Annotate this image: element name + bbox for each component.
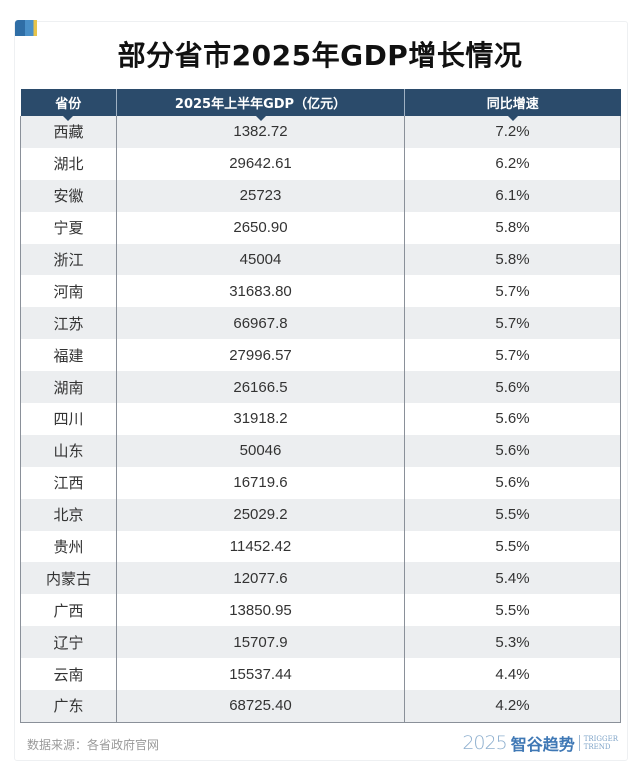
column-header: 省份 [20, 89, 117, 121]
gdp-cell: 12077.6 [116, 562, 405, 595]
table-row: 内蒙古 12077.6 5.4% [20, 562, 621, 595]
gdp-cell: 25723 [116, 179, 405, 212]
table-row: 江苏 66967.8 5.7% [20, 307, 621, 340]
gdp-cell: 15707.9 [116, 626, 405, 659]
province-cell: 内蒙古 [20, 562, 117, 595]
chart-title: 部分省市2025年GDP增长情况 [117, 39, 523, 72]
growth-cell: 5.3% [404, 626, 621, 659]
gdp-cell: 68725.40 [116, 690, 405, 723]
data-source: 数据来源：各省政府官网 [27, 738, 160, 752]
gdp-table: 省份 2025年上半年GDP（亿元） 同比增速 西藏 1382.72 7.2% 湖北 296… [20, 89, 621, 723]
table-row: 云南 15537.44 4.4% [20, 658, 621, 691]
logo-en-line1: TRIGGER [583, 735, 618, 743]
table-row: 贵州 11452.42 5.5% [20, 530, 621, 563]
province-cell: 河南 [20, 275, 117, 308]
growth-cell: 5.5% [404, 498, 621, 531]
gdp-cell: 2650.90 [116, 211, 405, 244]
table-header-row: 省份 2025年上半年GDP（亿元） 同比增速 [20, 89, 621, 121]
province-cell: 山东 [20, 434, 117, 467]
growth-cell: 4.4% [404, 658, 621, 691]
province-cell: 北京 [20, 498, 117, 531]
table-row: 宁夏 2650.90 5.8% [20, 211, 621, 244]
gdp-cell: 27996.57 [116, 339, 405, 372]
table-row: 河南 31683.80 5.7% [20, 275, 621, 308]
gdp-cell: 26166.5 [116, 371, 405, 404]
gdp-cell: 50046 [116, 434, 405, 467]
province-cell: 西藏 [20, 116, 117, 148]
growth-cell: 5.6% [404, 434, 621, 467]
province-cell: 宁夏 [20, 211, 117, 244]
province-cell: 浙江 [20, 243, 117, 276]
table-row: 浙江 45004 5.8% [20, 243, 621, 276]
growth-cell: 5.4% [404, 562, 621, 595]
gdp-cell: 16719.6 [116, 466, 405, 499]
table-row: 广西 13850.95 5.5% [20, 594, 621, 627]
gdp-cell: 31918.2 [116, 403, 405, 435]
province-cell: 辽宁 [20, 626, 117, 659]
gdp-cell: 11452.42 [116, 530, 405, 563]
gdp-cell: 66967.8 [116, 307, 405, 340]
province-cell: 广西 [20, 594, 117, 627]
growth-cell: 5.6% [404, 466, 621, 499]
column-header: 2025年上半年GDP（亿元） [116, 89, 405, 121]
gdp-cell: 29642.61 [116, 147, 405, 180]
province-cell: 四川 [20, 403, 117, 435]
growth-cell: 5.5% [404, 594, 621, 627]
gdp-cell: 25029.2 [116, 498, 405, 531]
gdp-cell: 45004 [116, 243, 405, 276]
province-cell: 江西 [20, 466, 117, 499]
table-row: 辽宁 15707.9 5.3% [20, 626, 621, 659]
growth-cell: 6.1% [404, 179, 621, 212]
gdp-cell: 13850.95 [116, 594, 405, 627]
growth-cell: 5.8% [404, 243, 621, 276]
growth-cell: 5.6% [404, 371, 621, 404]
table-row: 广东 68725.40 4.2% [20, 690, 621, 723]
growth-cell: 7.2% [404, 116, 621, 148]
table-row: 江西 16719.6 5.6% [20, 466, 621, 499]
table-row: 四川 31918.2 5.6% [20, 403, 621, 435]
corner-badge-icon [15, 20, 37, 36]
logo-en-line2: TREND [583, 743, 611, 751]
province-cell: 安徽 [20, 179, 117, 212]
province-cell: 湖北 [20, 147, 117, 180]
growth-cell: 5.7% [404, 307, 621, 340]
gdp-cell: 1382.72 [116, 116, 405, 148]
gdp-cell: 31683.80 [116, 275, 405, 308]
growth-cell: 6.2% [404, 147, 621, 180]
table-row: 北京 25029.2 5.5% [20, 498, 621, 531]
logo-year: 2025 [462, 732, 507, 754]
gdp-cell: 15537.44 [116, 658, 405, 691]
table-row: 湖南 26166.5 5.6% [20, 371, 621, 404]
table-row: 西藏 1382.72 7.2% [20, 116, 621, 148]
table-row: 湖北 29642.61 6.2% [20, 147, 621, 180]
growth-cell: 5.7% [404, 275, 621, 308]
growth-cell: 5.8% [404, 211, 621, 244]
province-cell: 湖南 [20, 371, 117, 404]
province-cell: 云南 [20, 658, 117, 691]
column-header: 同比增速 [404, 89, 621, 121]
table-row: 福建 27996.57 5.7% [20, 339, 621, 372]
table-row: 山东 50046 5.6% [20, 434, 621, 467]
growth-cell: 5.6% [404, 403, 621, 435]
province-cell: 福建 [20, 339, 117, 372]
logo-english: TRIGGER TREND [578, 735, 618, 751]
province-cell: 广东 [20, 690, 117, 723]
brand-logo: 2025 智谷趋势 TRIGGER TREND [462, 731, 618, 755]
province-cell: 江苏 [20, 307, 117, 340]
growth-cell: 4.2% [404, 690, 621, 723]
logo-name: 智谷趋势 [510, 735, 575, 754]
table-row: 安徽 25723 6.1% [20, 179, 621, 212]
province-cell: 贵州 [20, 530, 117, 563]
growth-cell: 5.7% [404, 339, 621, 372]
growth-cell: 5.5% [404, 530, 621, 563]
